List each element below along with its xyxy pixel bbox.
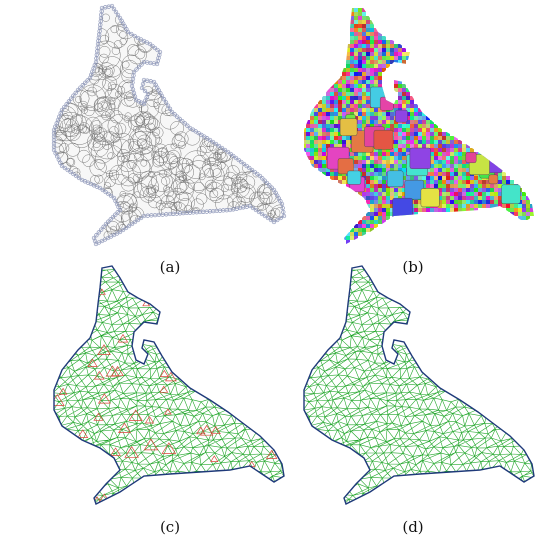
caption-b: (b) bbox=[402, 258, 424, 276]
dolphin-circle-packing bbox=[51, 3, 287, 247]
panel-a bbox=[40, 0, 295, 255]
dolphin-voronoi-cells bbox=[304, 8, 534, 244]
dolphin-mesh-clean bbox=[303, 265, 535, 505]
panel-d bbox=[290, 260, 545, 515]
caption-d: (d) bbox=[402, 518, 424, 536]
dolphin-mesh-highlighted bbox=[53, 265, 285, 505]
panel-c bbox=[40, 260, 295, 515]
caption-c: (c) bbox=[159, 518, 181, 536]
caption-a: (a) bbox=[159, 258, 181, 276]
panel-b bbox=[290, 0, 545, 255]
